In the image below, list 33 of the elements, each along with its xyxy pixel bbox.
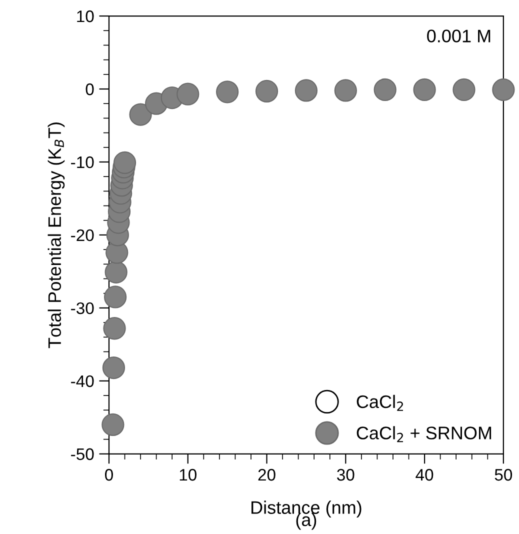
point [492, 78, 515, 102]
point [176, 82, 200, 106]
x-tick-label: 20 [258, 468, 276, 481]
y-tick-label: -40 [71, 375, 94, 388]
y-tick-label: 10 [77, 10, 94, 22]
y-tick-label: -10 [71, 156, 94, 168]
point [334, 79, 357, 102]
point [413, 78, 436, 102]
legend-label: CaCl$_{2}$ + SRNOM [356, 426, 492, 442]
point [255, 80, 278, 103]
x-tick-label: 40 [416, 468, 434, 481]
y-tick-label: -50 [71, 448, 94, 460]
x-tick-label: 30 [337, 468, 354, 481]
y-tick-label: -30 [71, 302, 94, 314]
x-tick-label: 50 [494, 468, 512, 481]
x-tick-label: 0 [105, 468, 113, 481]
y-axis-title: Total Potential Energy (K$_{B}$T) [48, 122, 65, 348]
x-tick-label: 10 [180, 468, 196, 481]
point [113, 151, 136, 174]
point [102, 413, 124, 436]
y-tick-label: 0 [86, 83, 94, 96]
point [102, 356, 126, 380]
annotation: 0.001 M [427, 30, 490, 42]
legend-label: CaCl$_{2}$ [356, 394, 403, 411]
point [104, 286, 127, 308]
point [452, 78, 476, 102]
point [216, 80, 239, 104]
y-tick-label: -20 [71, 229, 94, 242]
point [104, 260, 128, 284]
point [294, 79, 318, 102]
point [374, 78, 396, 102]
point [103, 317, 126, 340]
point [129, 103, 152, 126]
